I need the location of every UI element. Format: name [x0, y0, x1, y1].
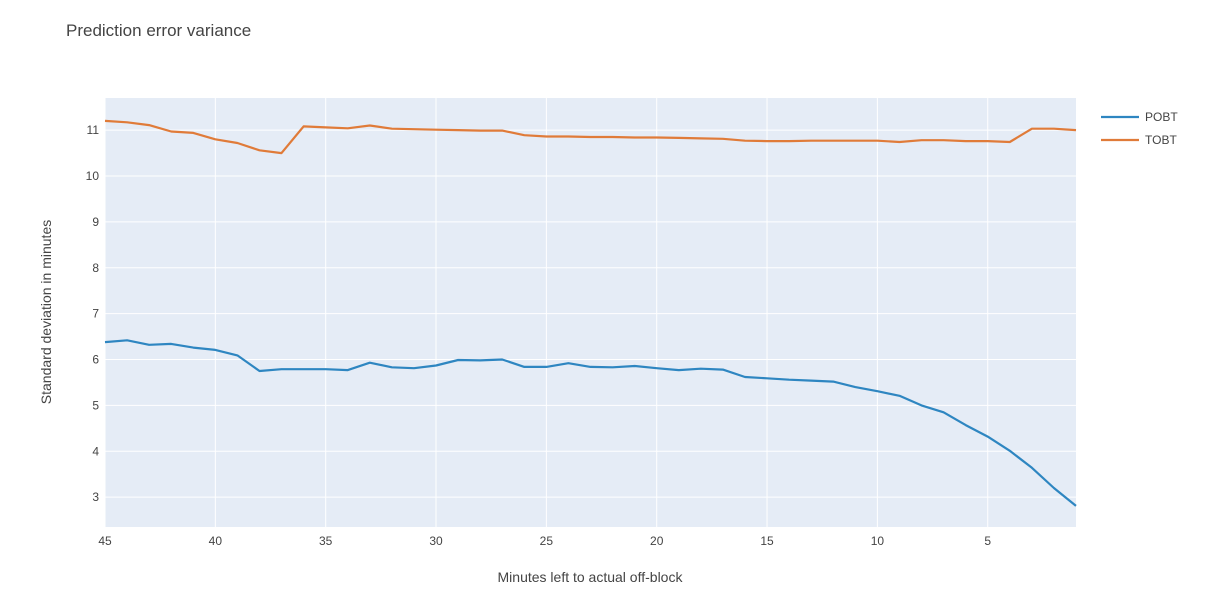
y-tick-label: 9: [92, 215, 99, 229]
x-tick-label: 20: [650, 534, 664, 548]
y-tick-label: 11: [87, 123, 100, 137]
y-axis-ticks: 3 4 5 6 7 8 9 10 11: [86, 123, 100, 504]
y-tick-label: 3: [92, 490, 99, 504]
x-tick-label: 40: [209, 534, 223, 548]
y-tick-label: 10: [86, 169, 100, 183]
gridlines: [104, 98, 1076, 527]
series-line-pobt: [104, 339, 1077, 507]
series-lines: [104, 119, 1077, 507]
legend: POBT TOBT: [1101, 110, 1178, 147]
x-tick-label: 10: [871, 534, 885, 548]
x-axis-title: Minutes left to actual off-block: [498, 569, 684, 585]
legend-label-pobt: POBT: [1145, 110, 1178, 124]
y-tick-label: 6: [92, 353, 99, 367]
x-tick-label: 30: [429, 534, 443, 548]
chart-title: Prediction error variance: [66, 21, 251, 40]
y-tick-label: 4: [92, 444, 99, 458]
x-tick-label: 15: [760, 534, 774, 548]
x-tick-label: 25: [540, 534, 554, 548]
plot-area: [105, 98, 1076, 527]
legend-label-tobt: TOBT: [1145, 133, 1177, 147]
x-tick-label: 35: [319, 534, 333, 548]
x-tick-label: 45: [98, 534, 112, 548]
y-tick-label: 5: [92, 398, 99, 412]
y-tick-label: 8: [92, 261, 99, 275]
x-axis-ticks: 45 40 35 30 25 20 15 10 5: [98, 534, 991, 548]
y-axis-title: Standard deviation in minutes: [38, 220, 54, 404]
x-tick-label: 5: [984, 534, 991, 548]
series-line-tobt: [104, 119, 1077, 155]
y-tick-label: 7: [92, 307, 99, 321]
